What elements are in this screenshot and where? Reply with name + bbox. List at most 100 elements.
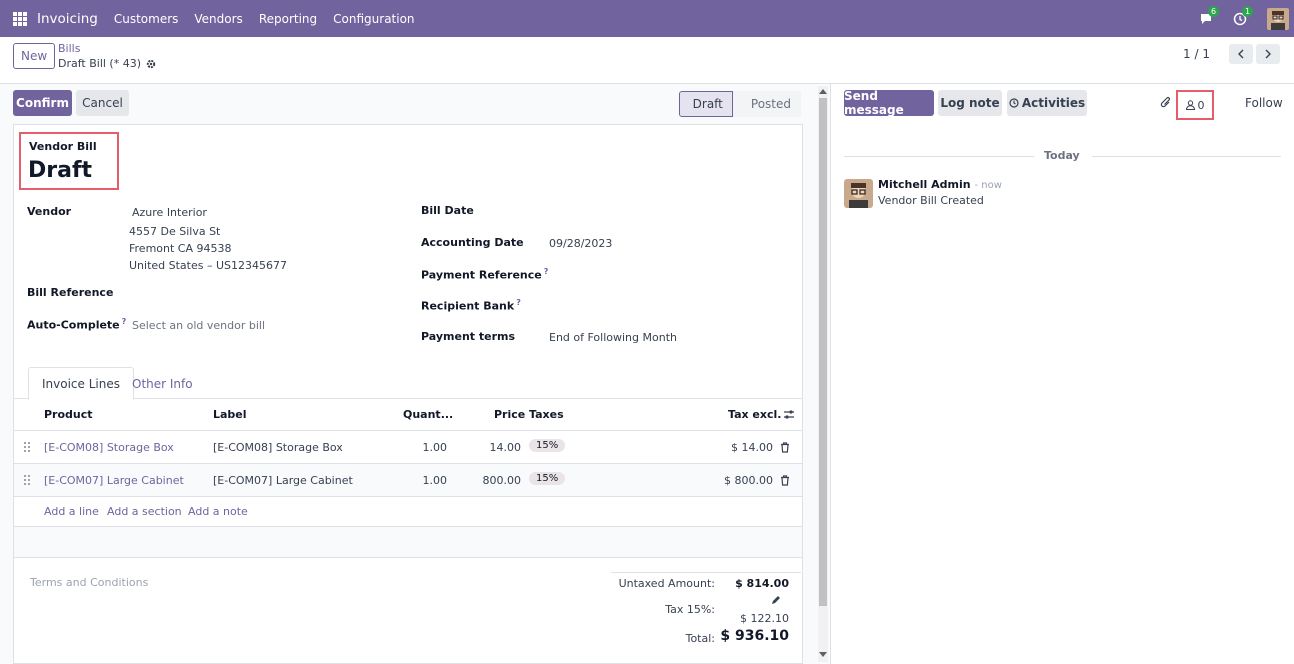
row-price[interactable]: 14.00 xyxy=(489,441,522,454)
apps-menu-icon[interactable] xyxy=(13,11,27,26)
trash-icon[interactable] xyxy=(780,475,790,486)
form-area: Confirm Cancel Draft Posted Vendor Bill … xyxy=(0,84,831,664)
form-scrollbar[interactable] xyxy=(818,86,828,662)
row-subtotal: $ 800.00 xyxy=(724,474,773,487)
activities-button[interactable]: Activities xyxy=(1007,90,1087,116)
tab-invoice-lines[interactable]: Invoice Lines xyxy=(28,367,134,400)
table-header: Product Label Quant... Price Taxes Tax e… xyxy=(14,399,802,431)
row-tax-badge[interactable]: 15% xyxy=(529,439,566,452)
column-price[interactable]: Price xyxy=(494,408,526,421)
accounting-date-field[interactable]: 09/28/2023 xyxy=(549,237,613,250)
row-product[interactable]: [E-COM08] Storage Box xyxy=(44,441,174,454)
menu-vendors[interactable]: Vendors xyxy=(194,11,243,26)
column-product[interactable]: Product xyxy=(44,408,93,421)
send-message-button[interactable]: Send message xyxy=(844,89,934,117)
log-note-button[interactable]: Log note xyxy=(938,90,1002,116)
vendor-label: Vendor xyxy=(27,205,72,218)
vendor-field[interactable]: Azure Interior xyxy=(132,206,207,219)
bill-date-label: Bill Date xyxy=(421,204,474,217)
table-row[interactable]: [E-COM07] Large Cabinet [E-COM07] Large … xyxy=(14,464,802,497)
pager-next-button[interactable] xyxy=(1256,44,1280,64)
separator-line xyxy=(1092,156,1281,157)
form-sheet: Vendor Bill Draft Vendor Azure Interior … xyxy=(13,124,803,664)
column-settings-icon[interactable] xyxy=(783,409,795,421)
status-posted[interactable]: Posted xyxy=(732,91,801,117)
payment-reference-label-text: Payment Reference xyxy=(421,268,542,282)
row-quantity[interactable]: 1.00 xyxy=(422,441,448,454)
column-quantity[interactable]: Quant... xyxy=(403,408,454,421)
app-brand[interactable]: Invoicing xyxy=(37,10,98,27)
cancel-button[interactable]: Cancel xyxy=(76,90,129,116)
accounting-date-label: Accounting Date xyxy=(421,236,524,249)
message-author[interactable]: Mitchell Admin - now xyxy=(878,178,1002,191)
paperclip-icon[interactable] xyxy=(1160,96,1172,110)
menu-reporting[interactable]: Reporting xyxy=(258,11,318,26)
messages-icon[interactable]: 6 xyxy=(1199,5,1220,26)
message-time: - now xyxy=(974,180,1002,191)
row-quantity[interactable]: 1.00 xyxy=(422,474,448,487)
help-icon[interactable]: ? xyxy=(516,298,521,307)
table-row[interactable]: [E-COM08] Storage Box [E-COM08] Storage … xyxy=(14,431,802,464)
help-icon[interactable]: ? xyxy=(121,317,127,326)
user-avatar[interactable] xyxy=(1267,7,1289,30)
invoice-lines-table: Product Label Quant... Price Taxes Tax e… xyxy=(14,399,802,558)
auto-complete-label: Auto-Complete? xyxy=(27,317,126,332)
pencil-icon[interactable] xyxy=(771,595,781,605)
user-icon xyxy=(1185,100,1195,110)
activities-clock-icon[interactable]: 1 xyxy=(1233,5,1254,26)
message-body: Vendor Bill Created xyxy=(878,194,984,207)
add-section-link[interactable]: Add a section xyxy=(107,505,182,518)
column-label[interactable]: Label xyxy=(213,408,247,421)
pager-value[interactable]: 1 / 1 xyxy=(1183,47,1210,61)
scroll-up-icon[interactable] xyxy=(819,88,827,94)
activities-button-label: Activities xyxy=(1021,96,1086,110)
title-highlight: Vendor Bill Draft xyxy=(19,132,119,190)
drag-handle-icon[interactable] xyxy=(24,442,30,452)
row-tax-badge[interactable]: 15% xyxy=(529,472,566,485)
message-author-avatar[interactable] xyxy=(844,179,873,208)
confirm-button[interactable]: Confirm xyxy=(13,90,72,116)
status-bar: Draft Posted xyxy=(678,91,801,117)
row-label[interactable]: [E-COM08] Storage Box xyxy=(213,441,343,454)
row-product[interactable]: [E-COM07] Large Cabinet xyxy=(44,474,184,487)
activities-badge: 1 xyxy=(1242,5,1254,17)
document-title: Draft xyxy=(28,158,93,183)
top-navbar: Invoicing Customers Vendors Reporting Co… xyxy=(0,0,1294,37)
column-taxes[interactable]: Taxes xyxy=(529,408,564,421)
vendor-address-line3: United States – US12345677 xyxy=(129,259,288,272)
row-price[interactable]: 800.00 xyxy=(482,474,522,487)
payment-reference-label: Payment Reference? xyxy=(421,267,548,282)
breadcrumb-current-label: Draft Bill (* 43) xyxy=(58,57,142,70)
breadcrumb-bills[interactable]: Bills xyxy=(58,42,81,55)
payment-terms-label: Payment terms xyxy=(421,330,516,343)
bill-reference-label: Bill Reference xyxy=(27,286,114,299)
drag-handle-icon[interactable] xyxy=(24,475,30,485)
add-line-link[interactable]: Add a line xyxy=(44,505,99,518)
add-note-link[interactable]: Add a note xyxy=(188,505,248,518)
pager-prev-button[interactable] xyxy=(1229,44,1253,64)
scrollbar-thumb[interactable] xyxy=(819,98,827,606)
auto-complete-input[interactable]: Select an old vendor bill xyxy=(132,319,266,332)
auto-complete-label-text: Auto-Complete xyxy=(27,318,120,332)
terms-and-conditions-input[interactable]: Terms and Conditions xyxy=(30,576,149,589)
tab-other-info[interactable]: Other Info xyxy=(132,376,193,391)
message-author-name[interactable]: Mitchell Admin xyxy=(878,178,971,191)
menu-customers[interactable]: Customers xyxy=(113,11,179,26)
totals-block: Untaxed Amount: $ 814.00 Tax 15%: $ 122.… xyxy=(611,572,801,645)
notebook-tabs: Invoice Lines Other Info xyxy=(14,367,802,400)
table-empty-row xyxy=(14,527,802,558)
scroll-down-icon[interactable] xyxy=(819,652,827,658)
followers-button[interactable]: 0 xyxy=(1176,90,1214,120)
help-icon[interactable]: ? xyxy=(543,267,549,276)
menu-configuration[interactable]: Configuration xyxy=(333,11,415,26)
untaxed-amount-value: $ 814.00 xyxy=(735,577,789,590)
gear-icon[interactable] xyxy=(146,59,156,69)
follow-button[interactable]: Follow xyxy=(1245,96,1283,110)
status-draft[interactable]: Draft xyxy=(678,91,733,117)
row-label[interactable]: [E-COM07] Large Cabinet xyxy=(213,474,353,487)
date-separator: Today xyxy=(844,149,1281,163)
trash-icon[interactable] xyxy=(780,442,790,453)
column-tax-excl[interactable]: Tax excl. xyxy=(728,408,782,421)
new-button[interactable]: New xyxy=(13,43,56,69)
payment-terms-field[interactable]: End of Following Month xyxy=(549,331,677,344)
